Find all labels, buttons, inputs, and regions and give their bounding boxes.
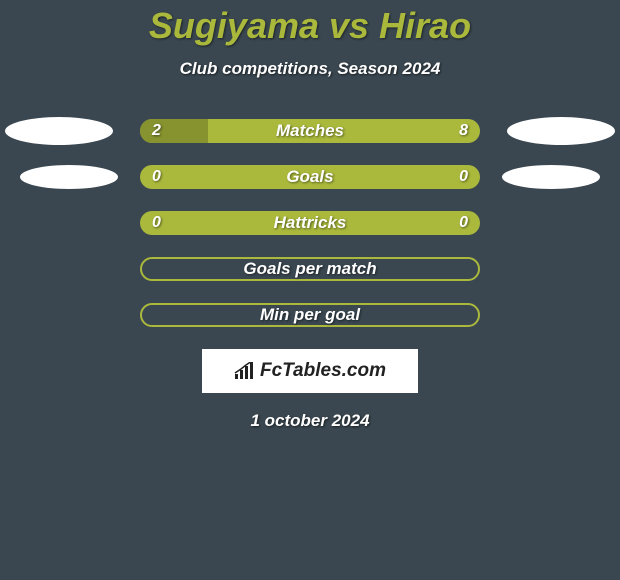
comparison-container: Sugiyama vs Hirao Club competitions, Sea… [0, 0, 620, 431]
player-right-badge [502, 165, 600, 189]
stat-bar-outline: Goals per match [140, 257, 480, 281]
stat-bar: 00Hattricks [140, 211, 480, 235]
chart-icon [234, 362, 256, 380]
stats-area: 28Matches 00Goals 00Hattricks Goals per mat… [0, 119, 620, 327]
subtitle: Club competitions, Season 2024 [0, 59, 620, 79]
stat-row: 00Goals [0, 165, 620, 189]
page-title: Sugiyama vs Hirao [0, 5, 620, 47]
date-text: 1 october 2024 [0, 411, 620, 431]
stat-bar-outline: Min per goal [140, 303, 480, 327]
stat-row: Goals per match [0, 257, 620, 281]
stat-label: Goals per match [142, 259, 478, 279]
stat-label: Min per goal [142, 305, 478, 325]
player-right-badge [507, 117, 615, 145]
logo-box: FcTables.com [202, 349, 418, 393]
player-left-badge [5, 117, 113, 145]
logo-text: FcTables.com [234, 360, 386, 382]
player-left-badge [20, 165, 118, 189]
logo-label: FcTables.com [260, 360, 386, 382]
stat-label: Matches [140, 121, 480, 141]
stat-label: Hattricks [140, 213, 480, 233]
stat-row: Min per goal [0, 303, 620, 327]
stat-label: Goals [140, 167, 480, 187]
stat-bar: 28Matches [140, 119, 480, 143]
stat-row: 00Hattricks [0, 211, 620, 235]
stat-bar: 00Goals [140, 165, 480, 189]
stat-row: 28Matches [0, 119, 620, 143]
